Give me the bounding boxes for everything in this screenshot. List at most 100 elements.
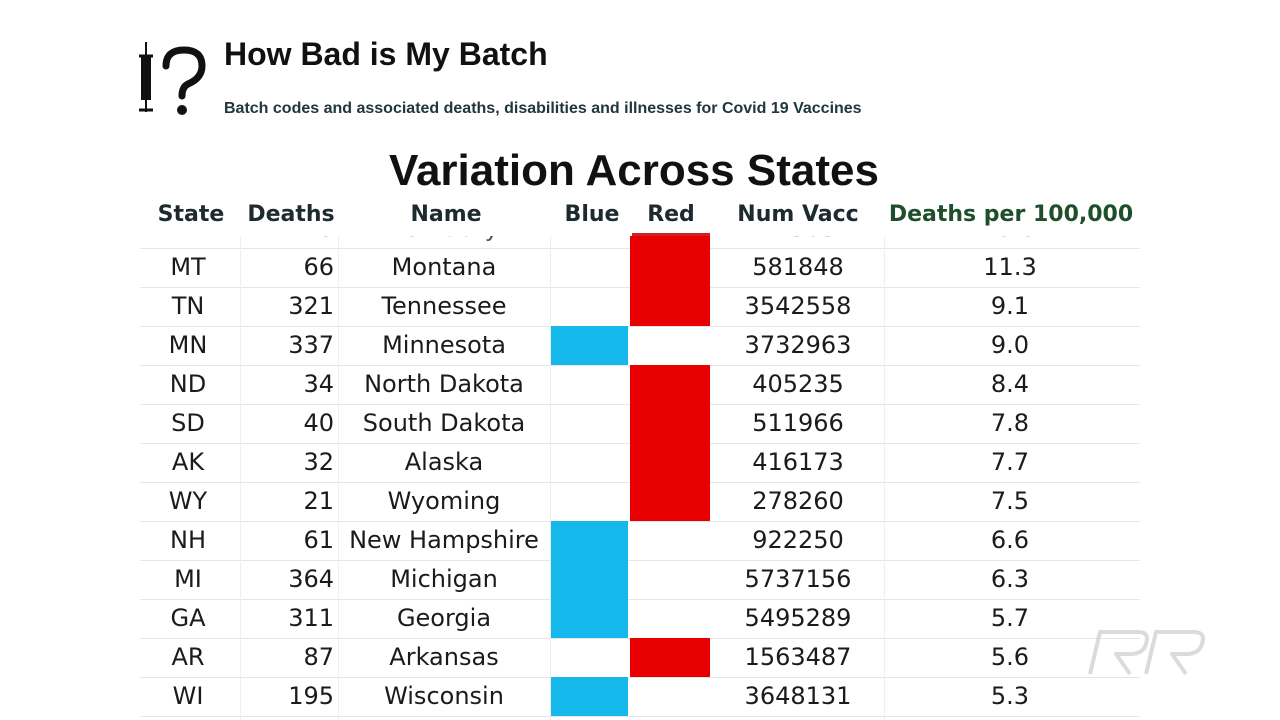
cell-rate: 7.8 (990, 409, 1030, 437)
cell-rate: 5.6 (990, 643, 1030, 671)
grid-line (884, 236, 885, 720)
table-row: AK 32 Alaska 416173 7.7 (140, 443, 1140, 483)
cell-deaths: 66 (303, 253, 334, 281)
table-body: KY 473 Kentucky 2445057 19.3 MT 66 Montana… (140, 236, 1140, 720)
cell-deaths: 311 (288, 604, 334, 632)
cell-deaths: 473 (242, 236, 334, 248)
cell-state: MI (174, 565, 202, 593)
cell-num-vacc: 922250 (752, 526, 844, 554)
cell-deaths: 321 (288, 292, 334, 320)
cell-num-vacc: 416173 (752, 448, 844, 476)
cell-name: New Hampshire (349, 526, 539, 554)
cell-num-vacc: 3542558 (744, 292, 852, 320)
cell-name: Alaska (404, 448, 484, 476)
cell-deaths: 32 (303, 448, 334, 476)
cell-name: Georgia (396, 604, 492, 632)
table-row: MN 337 Minnesota 3732963 9.0 (140, 326, 1140, 366)
grid-line (550, 236, 551, 720)
cell-rate: 6.3 (990, 565, 1030, 593)
cell-rate: 5.7 (990, 604, 1030, 632)
cell-blue-fill (550, 521, 628, 560)
cell-blue-empty (550, 638, 628, 677)
cell-deaths: 34 (303, 370, 334, 398)
red-column-underline (632, 233, 710, 236)
cell-name: Wisconsin (384, 682, 504, 710)
column-header-num-vacc: Num Vacc (737, 202, 859, 227)
cell-red-empty (630, 599, 710, 638)
table-row: NH 61 New Hampshire 922250 6.6 (140, 521, 1140, 561)
cell-rate: 8.4 (990, 370, 1030, 398)
cell-state: WI (172, 682, 204, 710)
cell-rate: 9.1 (990, 292, 1030, 320)
cell-deaths: 364 (288, 565, 334, 593)
cell-blue-fill (550, 560, 628, 599)
cell-rate: 11.3 (983, 253, 1037, 281)
cell-deaths: 61 (303, 526, 334, 554)
cell-state: AK (171, 448, 205, 476)
cell-num-vacc: 5737156 (744, 565, 852, 593)
cell-state: SD (171, 409, 205, 437)
cell-name: Montana (391, 253, 497, 281)
cell-red-fill (630, 443, 710, 482)
cell-num-vacc: 581848 (752, 253, 844, 281)
cell-name: North Dakota (364, 370, 524, 398)
grid-line (240, 236, 241, 720)
column-header-blue: Blue (564, 202, 620, 227)
table-row: AR 87 Arkansas 1563487 5.6 (140, 638, 1140, 678)
table-row: WI 195 Wisconsin 3648131 5.3 (140, 677, 1140, 717)
cell-rate: 5.3 (990, 682, 1030, 710)
cell-rate: 9.0 (990, 331, 1030, 359)
cell-num-vacc: 511966 (752, 409, 844, 437)
cell-deaths: 337 (288, 331, 334, 359)
cell-red-empty (630, 521, 710, 560)
cell-deaths: 21 (303, 487, 334, 515)
cell-blue-empty (550, 482, 628, 521)
rr-logo-icon (1086, 628, 1210, 678)
cell-state: ND (169, 370, 207, 398)
cell-red-fill (630, 236, 710, 248)
cell-num-vacc: 3732963 (744, 331, 852, 359)
cell-rate: 7.5 (990, 487, 1030, 515)
cell-name: Minnesota (382, 331, 506, 359)
cell-blue-empty (550, 443, 628, 482)
cell-red-fill (630, 287, 710, 326)
cell-deaths: 195 (288, 682, 334, 710)
cell-state: GA (170, 604, 206, 632)
cell-name: Arkansas (389, 643, 499, 671)
cell-red-fill (630, 404, 710, 443)
table-row: TN 321 Tennessee 3542558 9.1 (140, 287, 1140, 327)
cell-rate: 7.7 (990, 448, 1030, 476)
cell-rate: 19.3 (884, 236, 1136, 248)
site-subtitle: Batch codes and associated deaths, disab… (224, 100, 862, 117)
column-header-deaths: Deaths (247, 202, 335, 227)
cell-name: Michigan (390, 565, 498, 593)
cell-red-fill (630, 482, 710, 521)
table-row: WY 21 Wyoming 278260 7.5 (140, 482, 1140, 522)
cell-state: NH (170, 526, 206, 554)
cell-red-fill (630, 638, 710, 677)
site-title: How Bad is My Batch (224, 36, 548, 72)
cell-blue-fill (550, 326, 628, 365)
column-header-deaths-per-100000: Deaths per 100,000 (888, 202, 1134, 227)
table-row: MI 364 Michigan 5737156 6.3 (140, 560, 1140, 600)
cell-red-empty (630, 326, 710, 365)
grid-line (338, 236, 339, 720)
cell-red-empty (630, 560, 710, 599)
column-header-red: Red (647, 202, 695, 227)
column-header-state: State (157, 202, 225, 227)
table-row: ND 34 North Dakota 405235 8.4 (140, 365, 1140, 405)
cell-num-vacc: 278260 (752, 487, 844, 515)
cell-red-fill (630, 248, 710, 287)
slide-title: Variation Across States (389, 146, 879, 195)
cell-rate: 6.6 (990, 526, 1030, 554)
table-row: MT 66 Montana 581848 11.3 (140, 248, 1140, 288)
cell-blue-empty (550, 365, 628, 404)
cell-blue-empty (550, 287, 628, 326)
cell-name: Kentucky (340, 236, 548, 248)
cell-state: KY (140, 236, 236, 248)
cell-state: TN (171, 292, 205, 320)
cell-num-vacc: 3648131 (744, 682, 852, 710)
cell-state: WY (168, 487, 208, 515)
cell-state: MT (170, 253, 206, 281)
states-table: State Deaths Name Blue Red Num Vacc Deat… (140, 196, 1140, 720)
